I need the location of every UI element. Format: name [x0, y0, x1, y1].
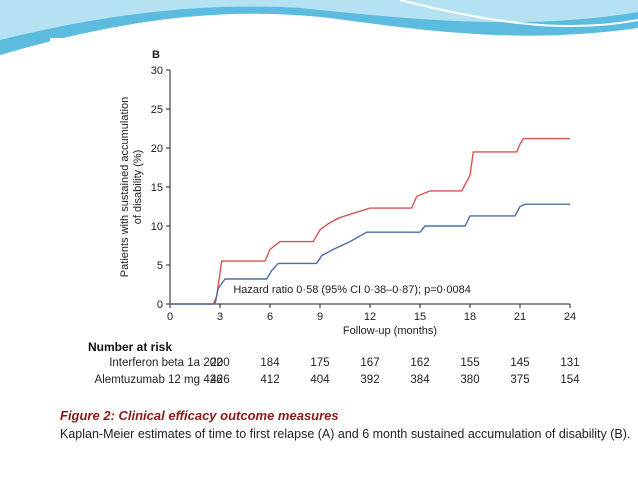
y-tick-label: 25	[151, 104, 163, 116]
risk-value: 200	[210, 357, 230, 369]
panel-label: B	[152, 49, 160, 61]
x-tick-label: 3	[217, 311, 223, 323]
risk-value: 384	[410, 374, 430, 386]
risk-row: Alemtuzumab 12 mg 426 426 412 404 392 384 380 37…	[50, 374, 588, 390]
risk-value: 162	[410, 357, 430, 369]
series-line-alemtuzumab	[170, 203, 570, 305]
x-tick-label: 9	[317, 311, 323, 323]
x-tick-label: 6	[267, 311, 273, 323]
x-tick-label: 15	[414, 311, 426, 323]
figure-panel: 0 5 10 15 20 25 30 0 3 6 9 12 15 18 21 24 B Patients with…	[50, 38, 630, 450]
risk-value: 375	[510, 374, 530, 386]
risk-value: 426	[210, 374, 230, 386]
y-axis-label: Patients with sustained accumulationof d…	[119, 97, 144, 277]
x-axis-label: Follow-up (months)	[343, 325, 437, 337]
series-line-interferon	[170, 137, 570, 305]
y-axis-label-line1: Patients with sustained accumulation	[119, 97, 131, 277]
y-tick-label: 5	[157, 260, 163, 272]
x-tick-label: 21	[514, 311, 526, 323]
risk-value: 426	[203, 374, 223, 386]
y-tick-label: 10	[151, 221, 163, 233]
top-swoosh-light	[0, 0, 638, 40]
risk-row: Interferon beta 1a 202 200 184 175 167 162 155 1…	[50, 357, 588, 373]
y-tick-label: 20	[151, 143, 163, 155]
x-tick-label: 18	[464, 311, 476, 323]
x-tick-label: 0	[167, 311, 173, 323]
y-tick-label: 15	[151, 182, 163, 194]
risk-row-label: Alemtuzumab 12 mg	[94, 374, 200, 386]
x-tick-label: 24	[564, 311, 576, 323]
risk-value: 145	[510, 357, 530, 369]
risk-value: 404	[310, 374, 330, 386]
risk-value: 175	[310, 357, 330, 369]
risk-value: 392	[360, 374, 380, 386]
risk-value: 380	[460, 374, 480, 386]
risk-value: 154	[560, 374, 580, 386]
risk-value: 155	[460, 357, 480, 369]
risk-value: 412	[260, 374, 280, 386]
number-at-risk-header: Number at risk	[88, 340, 173, 354]
risk-value: 184	[260, 357, 280, 369]
y-axis-label-line2: of disability (%)	[132, 150, 144, 225]
risk-value: 167	[360, 357, 380, 369]
risk-value: 131	[560, 357, 580, 369]
risk-row-label: Interferon beta 1a	[109, 357, 200, 369]
risk-value: 202	[203, 357, 223, 369]
y-tick-label: 30	[151, 65, 163, 77]
hazard-ratio-annotation: Hazard ratio 0·58 (95% CI 0·38–0·87); p=…	[233, 284, 471, 296]
km-chart: 0 5 10 15 20 25 30 0 3 6 9 12 15 18 21 24 B Patients with…	[119, 49, 576, 337]
top-swoosh-line	[399, 0, 638, 28]
figure-caption-title: Figure 2: Clinical efficacy outcome meas…	[60, 408, 339, 423]
figure-caption-text: Kaplan-Meier estimates of time to first …	[60, 427, 631, 441]
y-tick-label: 0	[157, 299, 163, 311]
x-tick-label: 12	[364, 311, 376, 323]
